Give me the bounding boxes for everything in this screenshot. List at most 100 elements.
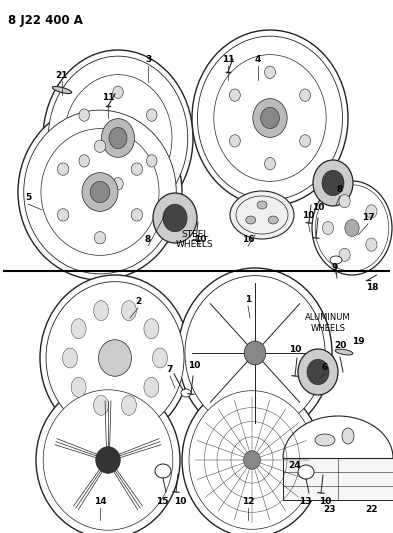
Text: 10: 10 <box>194 236 206 245</box>
Text: 6: 6 <box>322 364 328 373</box>
Ellipse shape <box>147 109 157 122</box>
Ellipse shape <box>315 434 335 446</box>
Ellipse shape <box>322 221 334 235</box>
Ellipse shape <box>71 377 86 397</box>
Ellipse shape <box>43 50 193 226</box>
Text: 19: 19 <box>352 336 364 345</box>
Text: 3: 3 <box>145 55 151 64</box>
Ellipse shape <box>181 389 191 397</box>
Ellipse shape <box>40 275 190 441</box>
Ellipse shape <box>178 268 332 438</box>
Ellipse shape <box>94 140 106 152</box>
Ellipse shape <box>366 205 377 218</box>
Text: 10: 10 <box>188 360 200 369</box>
Ellipse shape <box>46 281 184 434</box>
Ellipse shape <box>96 447 120 473</box>
Ellipse shape <box>230 191 294 239</box>
Ellipse shape <box>339 195 350 208</box>
Ellipse shape <box>52 86 72 93</box>
Text: 21: 21 <box>56 70 68 79</box>
Ellipse shape <box>185 276 325 430</box>
Ellipse shape <box>307 359 329 385</box>
Ellipse shape <box>182 383 322 533</box>
Ellipse shape <box>101 119 134 157</box>
Text: 12: 12 <box>242 497 254 506</box>
Text: 18: 18 <box>366 284 378 293</box>
Ellipse shape <box>264 158 275 170</box>
Text: 10: 10 <box>174 497 186 506</box>
Text: 8: 8 <box>337 185 343 195</box>
Ellipse shape <box>147 155 157 167</box>
Ellipse shape <box>345 220 359 237</box>
Ellipse shape <box>335 349 353 355</box>
Text: STEEL
WHEELS: STEEL WHEELS <box>176 230 214 249</box>
Bar <box>283 458 393 500</box>
Text: 15: 15 <box>156 497 168 506</box>
Ellipse shape <box>300 135 310 147</box>
Ellipse shape <box>322 171 344 196</box>
Ellipse shape <box>315 185 389 271</box>
Ellipse shape <box>152 348 167 368</box>
Ellipse shape <box>57 209 69 221</box>
Ellipse shape <box>192 30 348 206</box>
Ellipse shape <box>79 155 90 167</box>
Ellipse shape <box>18 104 182 280</box>
Text: 10: 10 <box>312 204 324 213</box>
Ellipse shape <box>330 256 342 264</box>
Ellipse shape <box>189 391 315 529</box>
Text: 22: 22 <box>366 505 378 514</box>
Ellipse shape <box>90 181 110 203</box>
Text: 16: 16 <box>242 236 254 245</box>
Ellipse shape <box>197 36 343 200</box>
Ellipse shape <box>163 204 187 232</box>
Ellipse shape <box>257 201 267 209</box>
Text: 10: 10 <box>302 211 314 220</box>
Ellipse shape <box>64 75 172 201</box>
Ellipse shape <box>71 319 86 338</box>
Text: 14: 14 <box>94 497 107 506</box>
Ellipse shape <box>153 193 197 243</box>
Ellipse shape <box>214 55 326 181</box>
Ellipse shape <box>264 66 275 78</box>
Ellipse shape <box>79 109 90 122</box>
Ellipse shape <box>82 173 118 212</box>
Ellipse shape <box>298 349 338 395</box>
Ellipse shape <box>244 341 266 365</box>
Ellipse shape <box>43 390 173 530</box>
Ellipse shape <box>131 163 143 175</box>
Ellipse shape <box>230 135 241 147</box>
Ellipse shape <box>94 301 108 320</box>
Ellipse shape <box>261 108 279 128</box>
Ellipse shape <box>121 301 136 320</box>
Ellipse shape <box>246 216 256 224</box>
Text: 2: 2 <box>135 297 141 306</box>
Text: 10: 10 <box>319 497 331 506</box>
Ellipse shape <box>113 86 123 99</box>
Ellipse shape <box>253 99 287 138</box>
Text: 8: 8 <box>145 236 151 245</box>
Text: 24: 24 <box>289 462 301 471</box>
Text: 10: 10 <box>289 345 301 354</box>
Ellipse shape <box>57 163 69 175</box>
Ellipse shape <box>268 216 278 224</box>
Ellipse shape <box>230 89 241 101</box>
Ellipse shape <box>48 56 188 220</box>
Ellipse shape <box>131 209 143 221</box>
Ellipse shape <box>62 348 77 368</box>
Text: 11: 11 <box>222 55 234 64</box>
Ellipse shape <box>144 377 159 397</box>
Ellipse shape <box>342 428 354 444</box>
Ellipse shape <box>366 238 377 251</box>
Ellipse shape <box>300 89 310 101</box>
Text: 20: 20 <box>334 341 346 350</box>
Text: 8 J22 400 A: 8 J22 400 A <box>8 14 83 27</box>
Text: 7: 7 <box>167 366 173 375</box>
Ellipse shape <box>313 160 353 206</box>
Ellipse shape <box>99 340 132 376</box>
Text: 13: 13 <box>299 497 311 506</box>
Ellipse shape <box>244 451 261 469</box>
Ellipse shape <box>94 395 108 415</box>
Ellipse shape <box>236 196 288 234</box>
Ellipse shape <box>339 248 350 261</box>
Ellipse shape <box>36 382 180 533</box>
